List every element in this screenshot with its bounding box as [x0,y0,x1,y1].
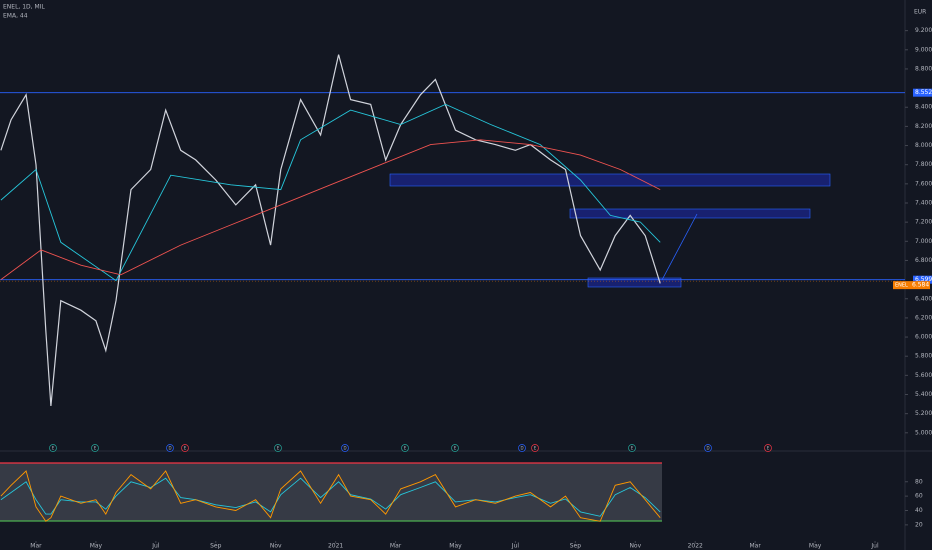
series-line [0,477,661,517]
y-tick-label: 20 [915,521,923,528]
y-tick-label: 60 [915,493,923,500]
y-tick-label: 7.200 [915,219,932,226]
y-tick-label: 80 [915,478,923,485]
event-label: E [277,446,280,451]
y-tick-label: 5.800 [915,353,932,360]
event-label: E [767,446,770,451]
y-tick-label: 8.000 [915,142,932,149]
event-label: E [184,446,187,451]
event-label: E [52,446,55,451]
event-icon [518,444,526,452]
event-icon [274,444,282,452]
event-icon [181,444,189,452]
x-tick-label: Mar [390,543,402,550]
x-tick-label: 2022 [688,543,703,550]
projection-line [661,213,698,281]
currency: EUR [914,9,926,16]
event-icon [451,444,459,452]
symbol-tag: ENEL [895,283,908,289]
price-tag [913,275,932,284]
y-tick-label: 6.200 [915,314,932,321]
y-tick-label: 40 [915,507,923,514]
zone [569,208,811,219]
event-label: E [631,446,634,451]
event-icon [91,444,99,452]
event-icon [49,444,57,452]
y-tick-label: 5.400 [915,391,932,398]
zone [587,277,682,288]
price-tag-label: 8.552 [915,89,932,96]
chart-title: ENEL, 1D, MIL [3,4,45,11]
x-tick-label: 2021 [328,543,343,550]
x-tick-label: Nov [629,543,641,550]
event-label: E [94,446,97,451]
x-tick-label: May [90,543,103,550]
event-label: D [520,446,523,451]
x-tick-label: Jul [511,543,520,550]
event-label: D [706,446,709,451]
x-tick-label: Nov [270,543,282,550]
event-label: E [454,446,457,451]
event-icon [531,444,539,452]
band [0,463,662,521]
series-line [0,54,661,407]
last-price-label: 6.584 [912,282,929,289]
y-tick-label: 5.200 [915,410,932,417]
event-icon [401,444,409,452]
x-tick-label: Jul [870,543,879,550]
event-icon [166,444,174,452]
y-tick-label: 5.600 [915,372,932,379]
price-tag [913,88,932,97]
event-icon [628,444,636,452]
x-tick-label: May [809,543,822,550]
last-price-tag [893,281,930,290]
y-tick-label: 7.600 [915,180,932,187]
event-label: D [343,446,346,451]
series-line [0,139,661,280]
y-tick-label: 7.400 [915,199,932,206]
y-tick-label: 9.000 [915,46,932,53]
zone [389,173,831,187]
x-tick-label: May [449,543,462,550]
y-tick-label: 7.000 [915,238,932,245]
event-icon [341,444,349,452]
event-icon [704,444,712,452]
x-tick-label: Jul [151,543,160,550]
event-label: D [168,446,171,451]
y-tick-label: 9.200 [915,27,932,34]
x-tick-label: Sep [570,543,582,550]
price-tag-label: 6.599 [915,276,932,283]
event-icon [764,444,772,452]
series-line [0,103,661,282]
y-tick-label: 8.400 [915,104,932,111]
y-tick-label: 6.000 [915,334,932,341]
y-tick-label: 8.800 [915,65,932,72]
x-tick-label: Mar [30,543,42,550]
indicator-label: EMA, 44 [3,13,28,20]
y-tick-label: 7.800 [915,161,932,168]
y-tick-label: 6.400 [915,295,932,302]
y-tick-label: 5.000 [915,429,932,436]
y-tick-label: 6.800 [915,257,932,264]
event-label: E [404,446,407,451]
series-line [0,470,661,522]
event-label: E [534,446,537,451]
x-tick-label: Mar [750,543,762,550]
y-tick-label: 8.200 [915,123,932,130]
x-tick-label: Sep [210,543,222,550]
